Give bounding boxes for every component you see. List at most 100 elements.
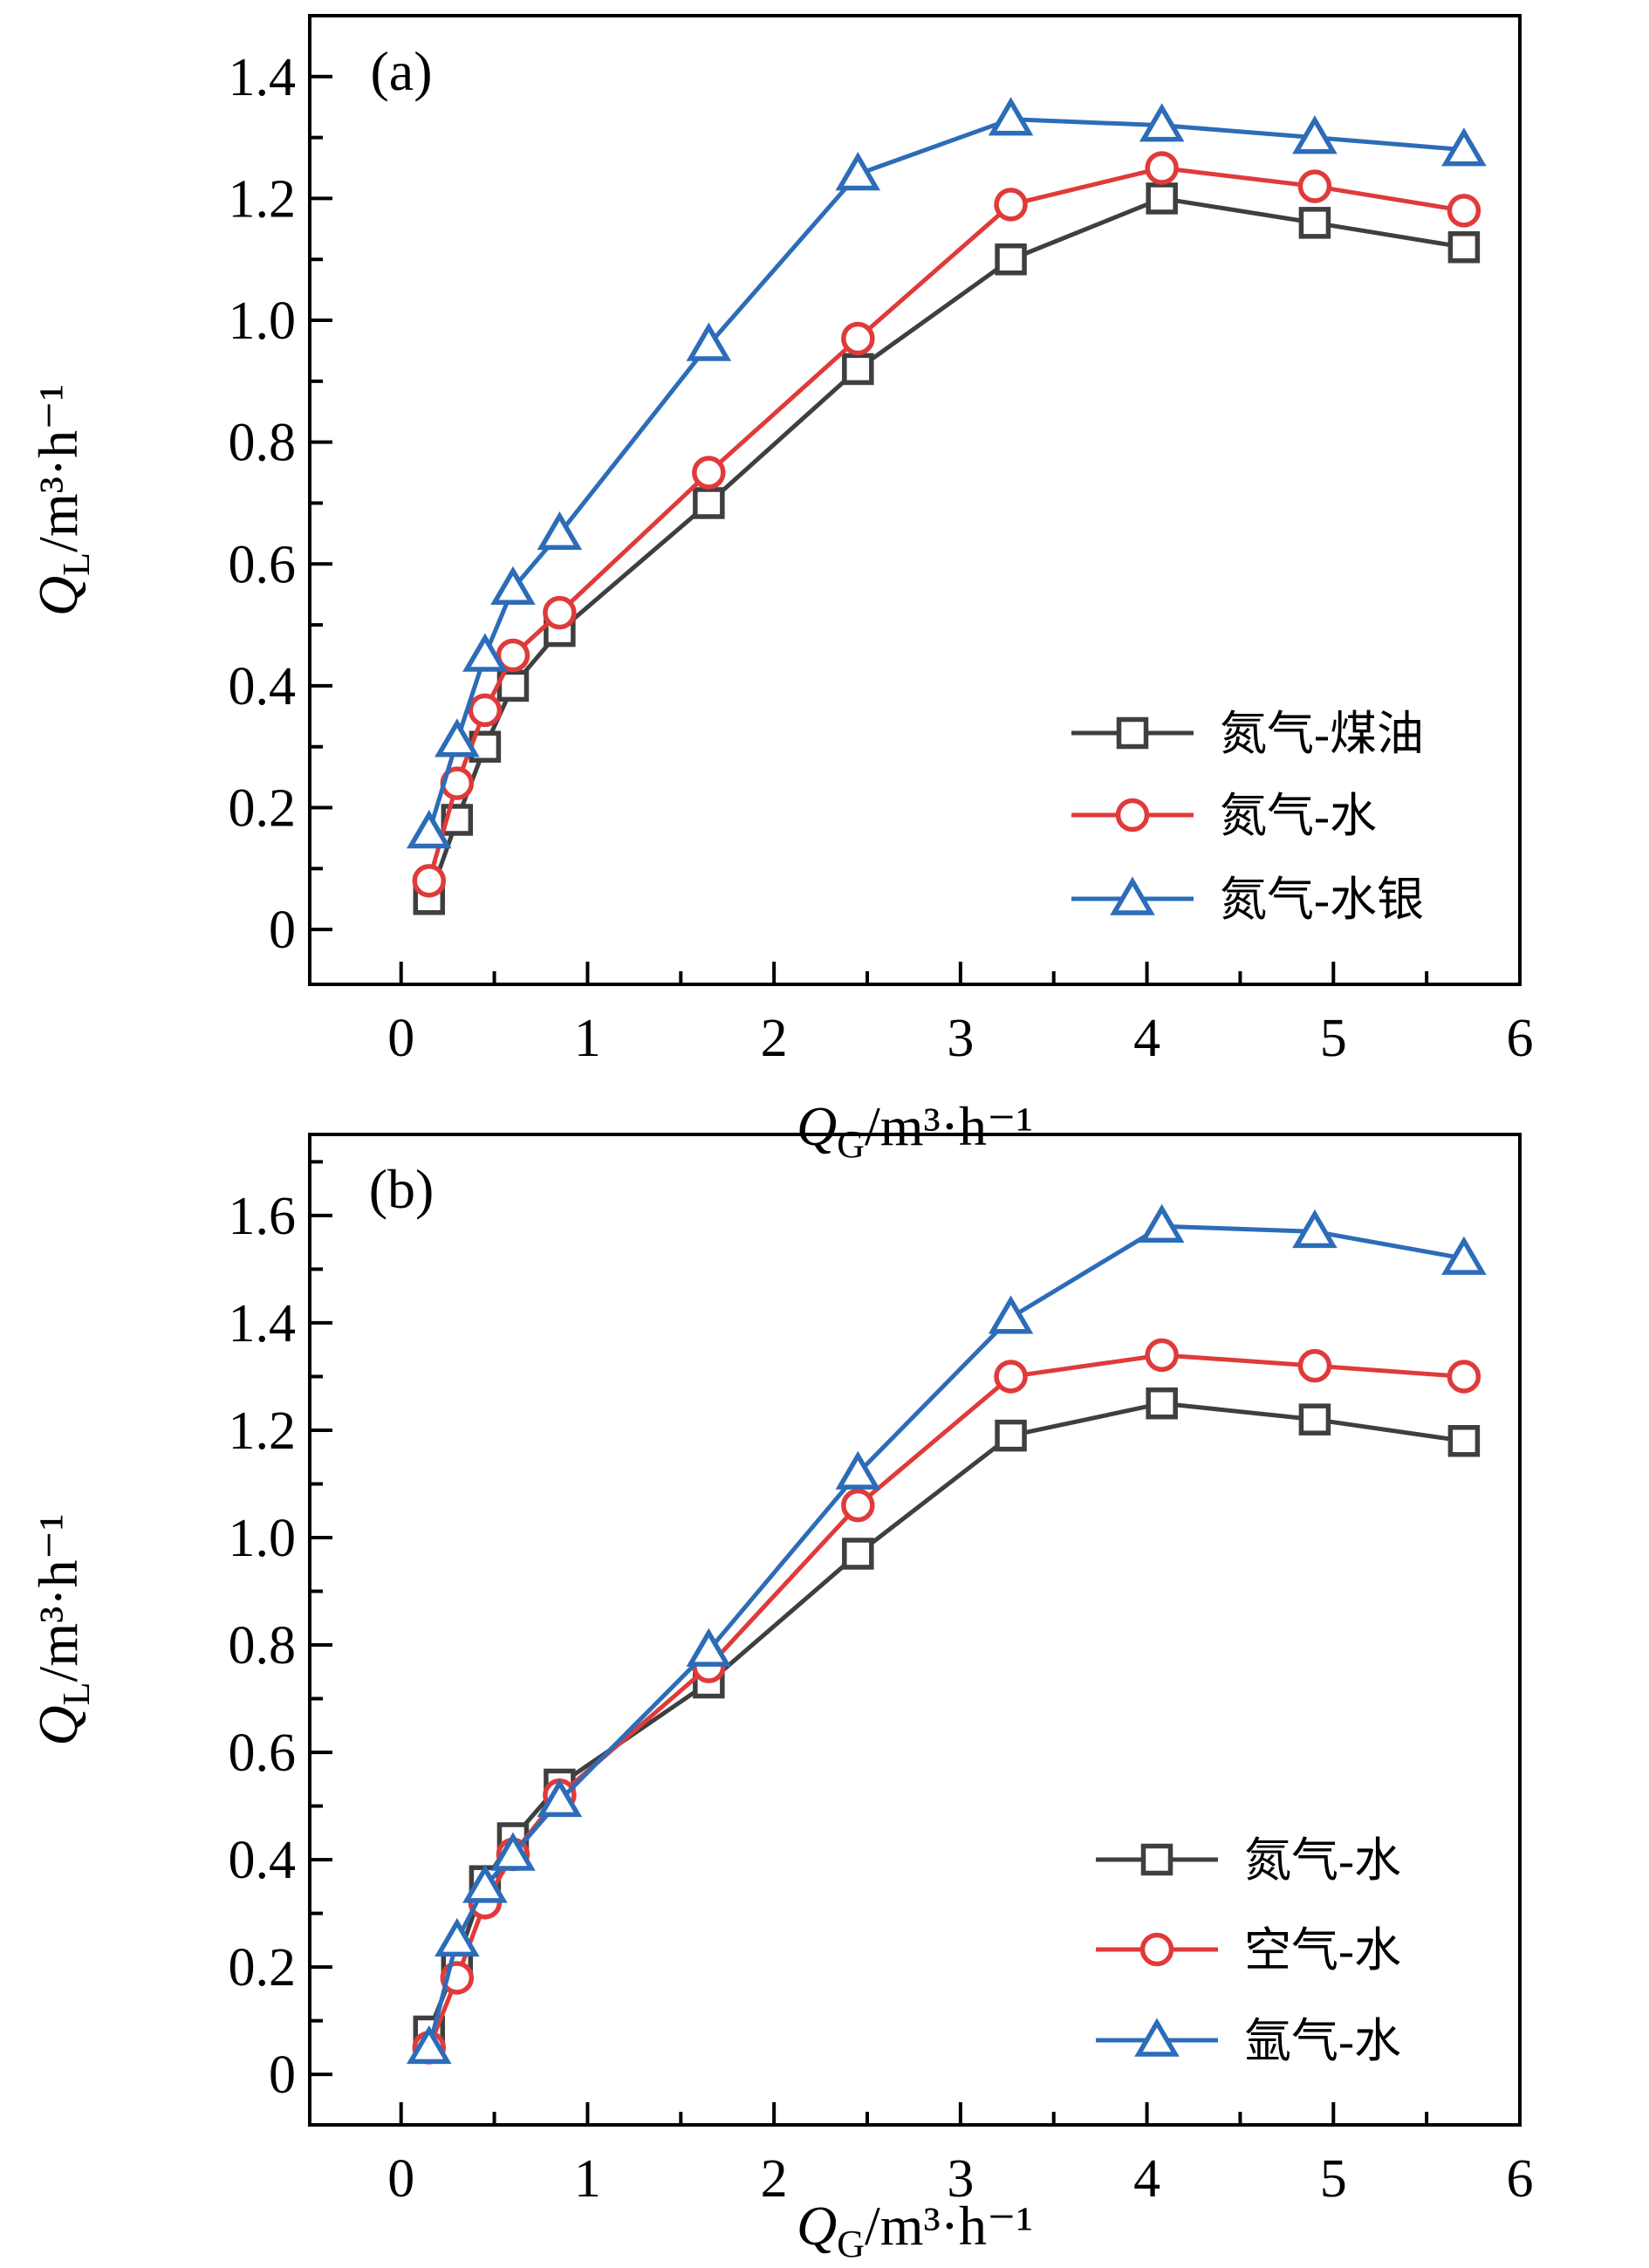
- y-tick-label: 0.2: [229, 779, 297, 839]
- circle-marker: [1447, 194, 1481, 228]
- circle-marker: [412, 864, 447, 898]
- legend-label: 氮气-水: [1220, 790, 1377, 842]
- panel-a: 0 1 2 3 4 5 6 0 0.2 0.4 0.6 0.8 1.0 1.2 1.4 QG/m³·h⁻¹ QL…: [27, 14, 1534, 1166]
- square-marker: [1298, 207, 1331, 239]
- triangle-marker: [1139, 103, 1185, 142]
- y-tick-label: 0.4: [229, 1831, 297, 1890]
- legend-item-2: 氩气-水: [1096, 2015, 1401, 2067]
- series-line: [427, 166, 1465, 882]
- square-marker: [1447, 1425, 1481, 1457]
- x-axis-label: QG/m³·h⁻¹: [797, 1095, 1033, 1166]
- y-tick-label: 0.8: [229, 1616, 297, 1675]
- circle-marker: [1145, 1338, 1179, 1373]
- triangle-marker: [462, 633, 508, 672]
- triangle-marker: [1139, 1203, 1185, 1243]
- x-tick-label: 5: [1320, 1009, 1347, 1068]
- triangle-marker: [988, 97, 1034, 136]
- square-marker: [1298, 1403, 1331, 1435]
- triangle-marker: [1292, 1209, 1338, 1249]
- legend: 氮气-水空气-水氩气-水: [1096, 1834, 1401, 2067]
- y-tick-label: 1.4: [229, 48, 297, 107]
- square-marker: [1447, 231, 1481, 264]
- circle-marker: [496, 638, 530, 673]
- y-tick-label: 1.2: [229, 1401, 297, 1461]
- x-tick-label: 2: [761, 1009, 788, 1068]
- x-tick-label: 0: [387, 1009, 414, 1068]
- square-marker: [1146, 182, 1178, 215]
- x-axis-label: QG/m³·h⁻¹: [797, 2195, 1033, 2265]
- panel-b: 0 1 2 3 4 5 6 0 0.2 0.4 0.6 0.8 1.0 1.2 1.4 1.6 QG/m³·h⁻…: [27, 1133, 1534, 2265]
- triangle-marker: [1292, 115, 1338, 154]
- x-tick-label: 0: [387, 2149, 414, 2209]
- x-tick-label: 1: [574, 1009, 601, 1068]
- triangle-marker: [1134, 2018, 1180, 2057]
- x-tick-label: 4: [1133, 2149, 1160, 2209]
- circle-marker: [841, 321, 875, 356]
- x-tick-label: 5: [1320, 2149, 1347, 2209]
- circle-marker: [1447, 1360, 1481, 1394]
- y-tick-label: 1.6: [229, 1187, 297, 1246]
- plot-frame: [308, 1133, 1522, 2127]
- panel-tag: (b): [369, 1158, 434, 1220]
- y-tick-label: 1.0: [229, 291, 297, 351]
- circle-marker: [994, 1360, 1028, 1394]
- triangle-marker: [462, 1864, 508, 1903]
- x-tick-label: 3: [947, 1009, 974, 1068]
- y-tick-label: 0.6: [229, 1723, 297, 1783]
- triangle-marker: [406, 2025, 452, 2065]
- circle-marker: [468, 693, 503, 728]
- y-tick-label: 0: [269, 2045, 296, 2105]
- x-tick-label: 4: [1133, 1009, 1160, 1068]
- y-tick-label: 0.4: [229, 657, 297, 716]
- square-marker: [441, 804, 474, 836]
- legend-item-0: 氮气-水: [1096, 1834, 1401, 1887]
- triangle-marker: [686, 1627, 732, 1667]
- x-tick-label: 3: [947, 2149, 974, 2209]
- legend-item-2: 氮气-水银: [1071, 874, 1424, 926]
- y-tick-label: 1.4: [229, 1294, 297, 1353]
- triangle-marker: [835, 152, 881, 191]
- square-marker: [995, 243, 1027, 276]
- circle-marker: [841, 1488, 875, 1523]
- legend-label: 氮气-水: [1244, 1834, 1401, 1887]
- legend-label: 氩气-水: [1244, 2015, 1401, 2067]
- circle-marker: [1115, 798, 1150, 833]
- legend-item-1: 氮气-水: [1071, 790, 1377, 842]
- square-marker: [842, 353, 874, 386]
- circle-marker: [994, 188, 1028, 222]
- triangle-marker: [537, 1778, 583, 1818]
- series-2-triangle: [406, 97, 1487, 849]
- panel-tag: (a): [370, 40, 432, 102]
- square-marker: [1140, 1843, 1173, 1876]
- triangle-marker: [1110, 876, 1155, 915]
- circle-marker: [1297, 169, 1332, 203]
- square-marker: [693, 487, 725, 519]
- y-tick-label: 0.6: [229, 535, 297, 594]
- square-marker: [1116, 716, 1149, 750]
- triangle-marker: [434, 718, 480, 757]
- legend-item-0: 氮气-煤油: [1071, 708, 1424, 760]
- y-axis-label: QL/m³·h⁻¹: [27, 1513, 98, 1745]
- y-axis-label: QL/m³·h⁻¹: [27, 384, 98, 616]
- legend-item-1: 空气-水: [1096, 1924, 1401, 1977]
- triangle-marker: [1441, 127, 1487, 167]
- y-tick-label: 0.8: [229, 414, 297, 473]
- plot-frame: [308, 14, 1522, 986]
- series-1-circle: [412, 151, 1481, 898]
- triangle-marker: [490, 565, 536, 605]
- square-marker: [995, 1419, 1027, 1452]
- triangle-marker: [406, 810, 452, 849]
- triangle-marker: [1441, 1236, 1487, 1275]
- circle-marker: [543, 595, 577, 630]
- triangle-marker: [537, 510, 583, 551]
- triangle-marker: [434, 1917, 480, 1957]
- circle-marker: [1139, 1932, 1174, 1967]
- circle-marker: [692, 456, 726, 490]
- legend-label: 空气-水: [1244, 1924, 1401, 1977]
- y-tick-label: 0: [269, 901, 296, 960]
- triangle-marker: [835, 1450, 881, 1490]
- circle-marker: [1297, 1348, 1332, 1383]
- legend-label: 氮气-水银: [1220, 874, 1424, 926]
